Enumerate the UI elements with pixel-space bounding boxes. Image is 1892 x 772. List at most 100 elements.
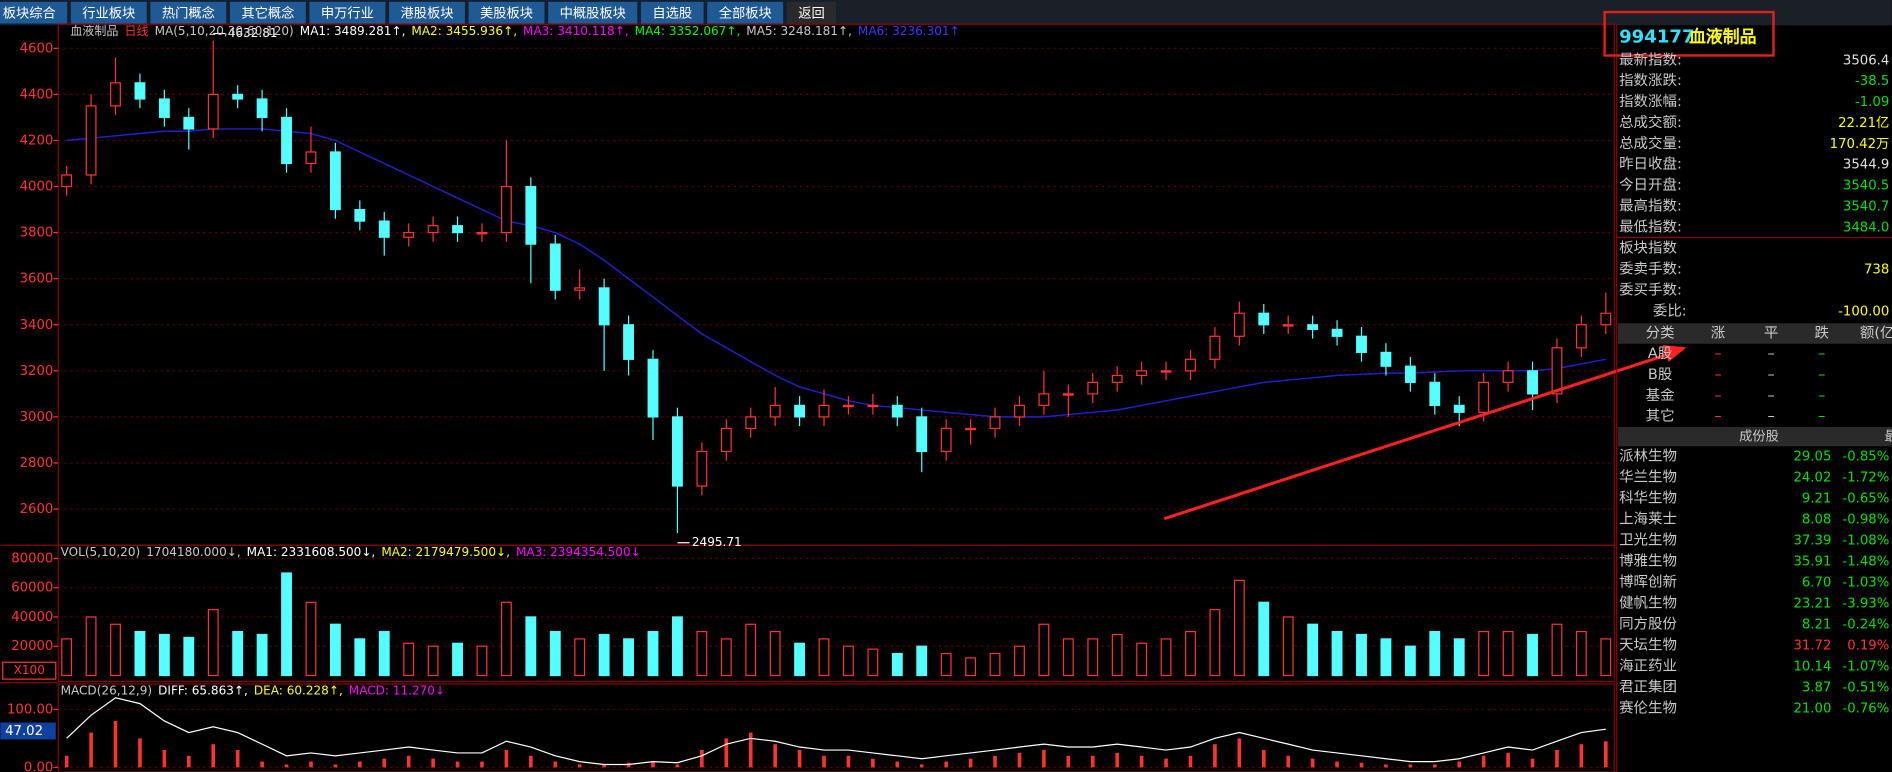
candle-body (1136, 370, 1148, 377)
macd-bar (1115, 752, 1120, 768)
macd-bar (1090, 755, 1095, 768)
candle-body (623, 324, 634, 360)
stock-name[interactable]: 博雅生物 (1619, 553, 1677, 570)
candle-body (1502, 370, 1514, 383)
stock-change: -1.07% (1842, 659, 1889, 674)
volume-bar (256, 633, 268, 677)
volume-bar (696, 630, 708, 677)
volume-bar (500, 601, 512, 677)
y-tick-label: 3000 (20, 410, 54, 425)
info-value: 3506.4 (1843, 53, 1889, 68)
macd-bar (1213, 744, 1217, 768)
table-cell: – (1767, 346, 1774, 362)
volume-bar (1527, 633, 1538, 677)
macd-bar (846, 755, 851, 768)
stock-name[interactable]: 海正药业 (1619, 657, 1677, 674)
stock-name[interactable]: 同方股份 (1619, 615, 1677, 632)
tab[interactable] (0, 0, 69, 25)
y-tick-label: 40000 (11, 610, 53, 625)
macd-bar (406, 755, 411, 768)
annotation: 2495.71 (692, 535, 742, 549)
info-value: -38.5 (1855, 74, 1889, 89)
tab-label[interactable]: 自选股 (652, 5, 692, 21)
macd-bar (895, 761, 900, 768)
info-label: 总成交额: (1619, 113, 1682, 131)
tab-label[interactable]: 港股板块 (400, 5, 453, 21)
tab-label[interactable]: 板块综合 (3, 5, 56, 21)
tab-label[interactable]: 美股板块 (480, 5, 533, 21)
stock-change: -1.03% (1842, 575, 1889, 590)
stock-name[interactable]: 博晖创新 (1619, 573, 1677, 590)
volume-bar (1404, 645, 1416, 677)
macd-bar (773, 744, 777, 768)
macd-bar (1408, 764, 1413, 768)
legend-text: MA3: 3410.118↑, (523, 24, 629, 38)
info-value: 738 (1864, 263, 1889, 278)
table-header: 分类 (1646, 325, 1675, 342)
tab-label[interactable]: 申万行业 (321, 5, 374, 21)
stock-change: -1.08% (1842, 534, 1889, 549)
info-value: 3540.7 (1843, 199, 1889, 214)
volume-bar (1160, 638, 1172, 677)
macd-bar (235, 749, 240, 768)
volume-bar (525, 616, 537, 677)
info-label: 最低指数: (1619, 218, 1682, 235)
tab-label[interactable]: 行业板块 (82, 5, 135, 21)
volume-bar (1502, 630, 1514, 677)
volume-bar (1575, 630, 1587, 677)
legend-text: DEA: 60.228↑, (254, 684, 343, 698)
tab-label[interactable]: 全部板块 (719, 4, 772, 21)
macd-bar (871, 758, 875, 768)
macd-frame (57, 683, 1615, 772)
table-cell: – (1818, 346, 1825, 362)
stock-change: -0.24% (1842, 617, 1889, 632)
y-tick-label: 20000 (11, 639, 53, 654)
candle-body (1307, 324, 1319, 330)
volume-bar (452, 642, 463, 677)
stock-name[interactable]: 天坛生物 (1619, 636, 1677, 653)
volume-bar (1136, 642, 1148, 677)
macd-bar (919, 764, 924, 768)
stock-change: -1.48% (1842, 555, 1889, 570)
macd-bar (284, 764, 289, 768)
stock-name[interactable]: 卫光生物 (1619, 532, 1677, 549)
y-tick-label: 3600 (20, 272, 54, 287)
tab-label[interactable]: 中概股板块 (560, 5, 626, 21)
stock-name[interactable]: 科华生物 (1619, 490, 1677, 507)
volume-bar (843, 645, 854, 677)
stock-change: -1.72% (1842, 471, 1889, 486)
table-header-bg (1617, 323, 1892, 344)
volume-bar (1111, 633, 1123, 677)
y-tick-label: 4000 (20, 180, 54, 195)
tab-label[interactable]: 其它概念 (241, 4, 294, 21)
info-label: 委比: (1653, 302, 1687, 319)
candle-body (476, 232, 488, 235)
candle-body (134, 82, 146, 100)
stock-name[interactable]: 赛伦生物 (1619, 699, 1677, 716)
volume-bar (745, 623, 757, 677)
candle-body (916, 416, 928, 453)
volume-bar (1233, 579, 1245, 677)
volume-bar (989, 652, 1001, 677)
tab-label[interactable]: 返回 (798, 5, 825, 21)
macd-bar (382, 758, 387, 768)
info-value: 3544.9 (1843, 158, 1889, 173)
volume-bar (965, 657, 977, 677)
candle-body (965, 427, 977, 431)
table-cell: – (1818, 388, 1825, 404)
legend-text: MA6: 3236.301↑ (858, 24, 960, 38)
candle-body (989, 416, 1001, 430)
stock-name[interactable]: 派林生物 (1619, 448, 1677, 465)
tab-label[interactable]: 热门概念 (162, 4, 215, 21)
table-cell: – (1714, 409, 1721, 425)
candle-body (207, 93, 219, 130)
volume-bar (1331, 630, 1343, 677)
stock-name[interactable]: 君正集团 (1619, 678, 1677, 695)
info-label: 昨日收盘: (1619, 155, 1682, 173)
stock-name[interactable]: 华兰生物 (1619, 469, 1677, 486)
macd-bar (89, 732, 93, 768)
table-row-label: 其它 (1646, 407, 1675, 425)
stock-name[interactable]: 健帆生物 (1619, 594, 1677, 611)
candle-body (598, 287, 610, 326)
stock-name[interactable]: 上海莱士 (1619, 511, 1677, 528)
